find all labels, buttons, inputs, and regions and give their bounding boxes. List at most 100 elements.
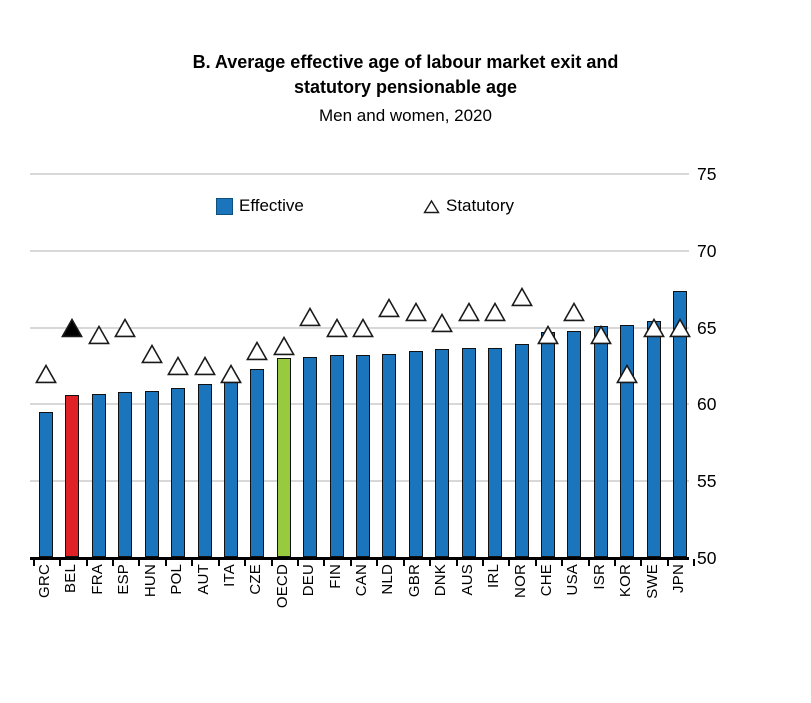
x-label-FIN: FIN (326, 564, 344, 589)
statutory-marker-DEU (299, 306, 322, 332)
x-tick-mark (429, 559, 432, 566)
statutory-marker-GRC (35, 363, 57, 389)
x-tick-mark (666, 559, 669, 566)
statutory-marker-CZE (246, 340, 269, 366)
x-label-ESP: ESP (115, 564, 133, 595)
statutory-marker-ISR (589, 325, 612, 350)
bar-OECD (276, 358, 291, 557)
x-label-CZE: CZE (247, 564, 265, 595)
statutory-marker-JPN (669, 317, 692, 343)
chart-title-block: B. Average effective age of labour marke… (0, 50, 811, 128)
x-axis-line (30, 557, 689, 560)
x-label-CHE: CHE (537, 564, 555, 597)
x-label-FRA: FRA (88, 564, 106, 595)
x-label-DNK: DNK (432, 564, 450, 597)
x-tick-mark (534, 559, 537, 566)
statutory-marker-KOR (616, 363, 639, 389)
x-tick-mark (402, 559, 405, 566)
x-label-AUT: AUT (194, 564, 212, 595)
x-tick-mark (587, 559, 590, 566)
x-tick-mark (376, 559, 379, 566)
bar-GRC (39, 412, 53, 557)
x-tick-mark (323, 559, 326, 566)
gridline-70 (30, 249, 689, 252)
x-tick-mark (112, 559, 115, 566)
statutory-marker-ESP (114, 317, 137, 343)
x-label-OECD: OECD (273, 564, 291, 609)
statutory-marker-CHE (536, 325, 559, 350)
x-label-USA: USA (564, 564, 582, 596)
x-tick-mark (32, 559, 35, 566)
statutory-marker-NLD (378, 297, 401, 323)
x-tick-mark (59, 559, 62, 566)
x-label-DEU: DEU (300, 564, 318, 597)
bar-AUT (197, 384, 212, 557)
x-label-JPN: JPN (670, 564, 688, 593)
statutory-marker-FIN (325, 317, 348, 343)
bar-CZE (250, 369, 265, 557)
statutory-marker-POL (167, 355, 190, 381)
x-label-SWE: SWE (643, 564, 661, 599)
bar-JPN (673, 290, 688, 557)
bar-ESP (118, 392, 133, 557)
bar-POL (171, 387, 186, 557)
x-tick-mark (138, 559, 141, 566)
y-tick-label-70: 70 (697, 240, 717, 261)
bar-FRA (91, 393, 106, 557)
bar-SWE (646, 321, 661, 557)
x-label-NLD: NLD (379, 564, 397, 595)
statutory-triangle-swatch-icon (423, 199, 440, 213)
effective-square-swatch-icon (216, 197, 233, 215)
x-label-BEL: BEL (62, 564, 80, 593)
x-tick-mark (349, 559, 352, 566)
bar-AUS (461, 347, 476, 557)
x-tick-mark (296, 559, 299, 566)
y-tick-label-75: 75 (697, 164, 717, 184)
y-tick-label-60: 60 (697, 394, 717, 415)
gridline-75 (30, 173, 689, 175)
bar-IRL (488, 347, 503, 557)
statutory-marker-HUN (140, 343, 163, 369)
bar-NLD (382, 353, 397, 557)
x-tick-mark (693, 559, 696, 566)
x-label-NOR: NOR (511, 564, 529, 598)
x-label-IRL: IRL (485, 564, 503, 588)
bar-BEL (65, 395, 80, 557)
bar-ISR (593, 326, 608, 557)
bar-HUN (144, 390, 159, 557)
x-label-POL: POL (168, 564, 186, 595)
x-label-CAN: CAN (353, 564, 371, 597)
statutory-marker-GBR (404, 302, 427, 327)
statutory-marker-BEL-filled (61, 317, 84, 343)
x-tick-mark (455, 559, 458, 566)
x-tick-mark (561, 559, 564, 566)
bar-FIN (329, 355, 344, 557)
statutory-marker-AUT (193, 355, 216, 381)
chart-subtitle: Men and women, 2020 (319, 106, 492, 125)
bar-KOR (620, 324, 635, 557)
statutory-marker-NOR (510, 286, 533, 312)
x-tick-mark (614, 559, 617, 566)
legend-label-effective: Effective (239, 196, 304, 215)
bar-CHE (540, 332, 555, 557)
x-label-GBR: GBR (405, 564, 423, 598)
legend-item-statutory: Statutory (423, 196, 514, 216)
x-tick-mark (270, 559, 273, 566)
bar-NOR (514, 344, 529, 557)
x-label-KOR: KOR (617, 564, 635, 598)
x-tick-mark (164, 559, 167, 566)
x-label-HUN: HUN (141, 564, 159, 598)
statutory-marker-USA (563, 302, 586, 327)
bar-ITA (223, 381, 238, 557)
x-label-AUS: AUS (458, 564, 476, 596)
chart-title-line1: B. Average effective age of labour marke… (192, 52, 619, 72)
x-tick-mark (217, 559, 220, 566)
bar-DEU (303, 356, 318, 557)
statutory-marker-ITA (219, 363, 242, 389)
y-tick-label-65: 65 (697, 317, 717, 338)
statutory-marker-SWE (642, 317, 665, 343)
statutory-marker-DNK (431, 312, 454, 338)
statutory-marker-CAN (352, 317, 375, 343)
statutory-marker-AUS (457, 302, 480, 327)
